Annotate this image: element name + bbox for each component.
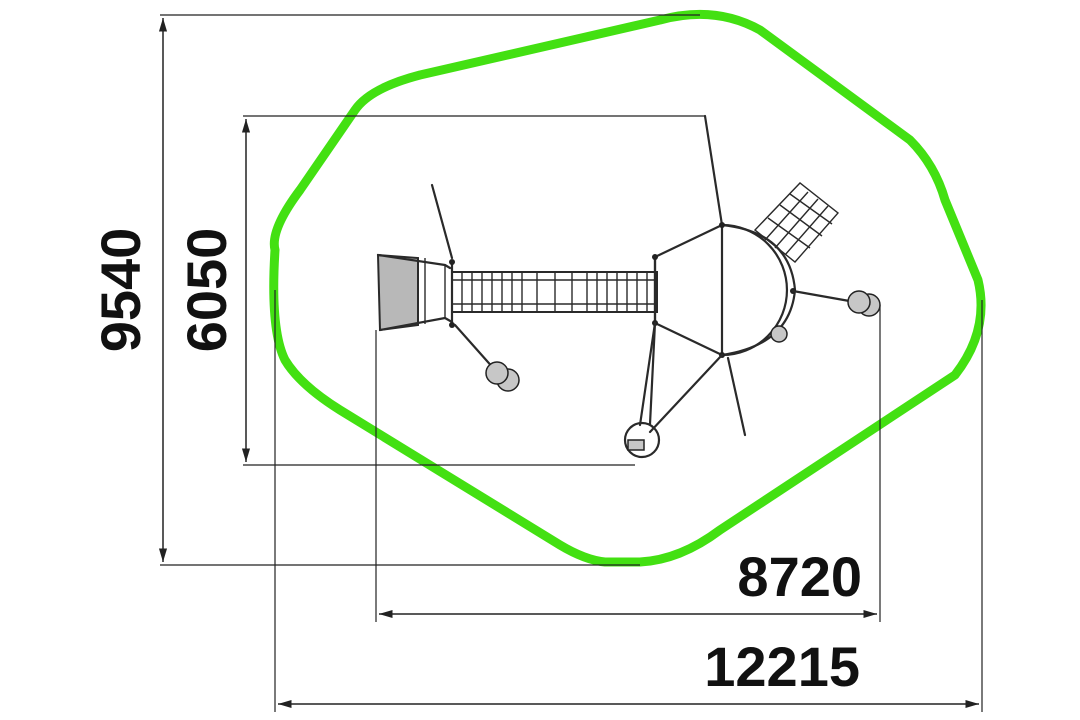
safety-zone-outline [269,9,986,567]
slide [376,253,454,332]
climbing-ladder [753,182,840,263]
dimension-label-overall-height: 9540 [89,228,152,353]
spring-rider-right [791,289,881,317]
tower [652,114,797,358]
dimension-label-overall-width: 12215 [704,635,860,698]
playground-equipment [376,114,881,459]
bridge [451,271,658,313]
extension-lines [160,14,983,712]
bottom-hoop [623,321,661,459]
spring-rider-left [453,323,520,392]
dimension-label-equipment-height: 6050 [175,228,238,353]
dimension-label-equipment-width: 8720 [737,545,862,608]
